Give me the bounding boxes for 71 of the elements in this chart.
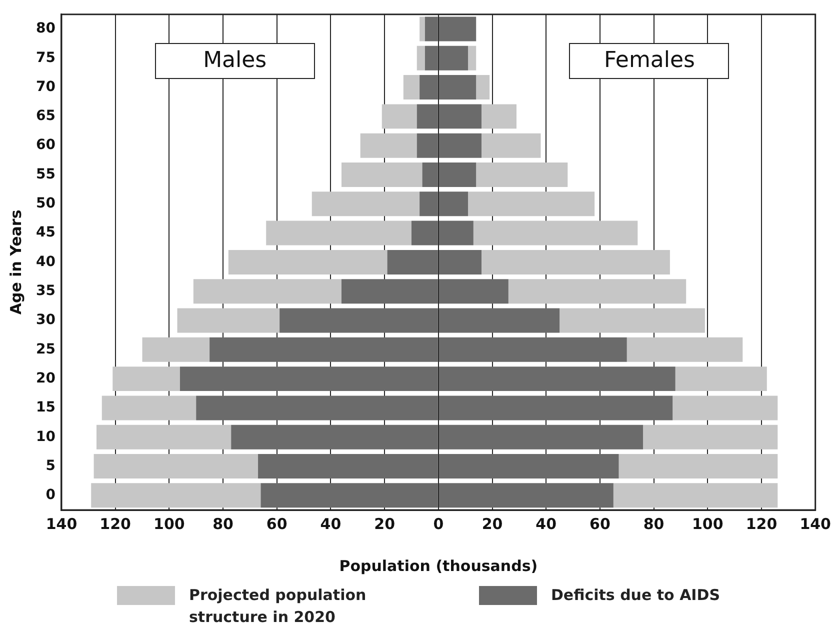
text-box: Females (569, 43, 730, 80)
x-tick-label: 20 (374, 514, 396, 533)
bar (91, 483, 261, 508)
y-tick-label: 60 (36, 137, 56, 154)
bar (312, 192, 420, 216)
x-tick-label: 40 (536, 514, 557, 533)
x-tick-label: 100 (154, 514, 185, 533)
x-tick-label: 60 (266, 514, 288, 533)
legend-label: Deficits due to AIDS (550, 585, 720, 606)
y-tick-label: 25 (36, 341, 56, 358)
bar (94, 454, 258, 479)
x-tick-label: 80 (643, 514, 664, 533)
y-tick-label: 35 (36, 282, 56, 299)
x-tick-label: 120 (100, 514, 131, 533)
bar (420, 16, 425, 42)
x-tick-label: 60 (590, 514, 610, 533)
bar (266, 220, 412, 246)
y-tick-label: 45 (36, 224, 56, 241)
bar (613, 483, 778, 508)
x-axis-title: Population (thousands) (339, 556, 538, 575)
x-tick-label: 140 (46, 514, 78, 533)
bar (476, 75, 490, 100)
y-tick-label: 30 (36, 312, 56, 328)
bar (382, 104, 417, 129)
bar (416, 46, 425, 70)
bar (468, 46, 476, 70)
y-tick-label: 55 (36, 166, 56, 182)
bar (481, 250, 670, 274)
bar (675, 366, 767, 392)
x-tick-label: 20 (482, 514, 503, 533)
bar (481, 104, 516, 129)
x-tick-label: 40 (320, 514, 342, 533)
y-tick-label: 40 (36, 254, 56, 270)
y-tick-label: 0 (46, 487, 56, 504)
x-tick-label: 120 (746, 514, 778, 533)
y-tick-label: 5 (46, 458, 56, 474)
bar (193, 279, 342, 304)
bar (560, 308, 705, 333)
y-tick-label: 15 (36, 400, 56, 416)
y-tick-label: 70 (36, 78, 56, 95)
bar (476, 162, 568, 187)
y-tick-label: 80 (36, 20, 56, 37)
bar (508, 279, 686, 304)
bar (468, 192, 595, 216)
bar (643, 424, 778, 450)
text-box: Males (154, 43, 315, 80)
y-axis-title: Age in Years (6, 210, 25, 315)
bar (142, 337, 210, 362)
bar (96, 424, 232, 450)
y-tick-label: 10 (36, 428, 56, 445)
bar (360, 133, 417, 158)
x-tick-label: 140 (800, 514, 831, 533)
bar (228, 250, 388, 274)
x-tick-label: 100 (692, 514, 724, 533)
y-tick-label: 75 (36, 50, 56, 66)
bar (481, 133, 541, 158)
bar (473, 220, 638, 246)
bar (112, 366, 180, 392)
x-tick-label: 80 (212, 514, 234, 533)
bar (403, 75, 420, 100)
bar (618, 454, 778, 479)
bar (626, 337, 743, 362)
bar (177, 308, 280, 333)
bar (341, 162, 422, 187)
legend-label: Projected population structure in 2020 (188, 585, 368, 628)
x-tick-label: 0 (433, 514, 444, 533)
y-tick-label: 50 (36, 196, 56, 212)
y-tick-label: 20 (36, 370, 56, 386)
y-tick-label: 65 (36, 108, 56, 124)
bar (672, 396, 778, 420)
bar (102, 396, 196, 420)
